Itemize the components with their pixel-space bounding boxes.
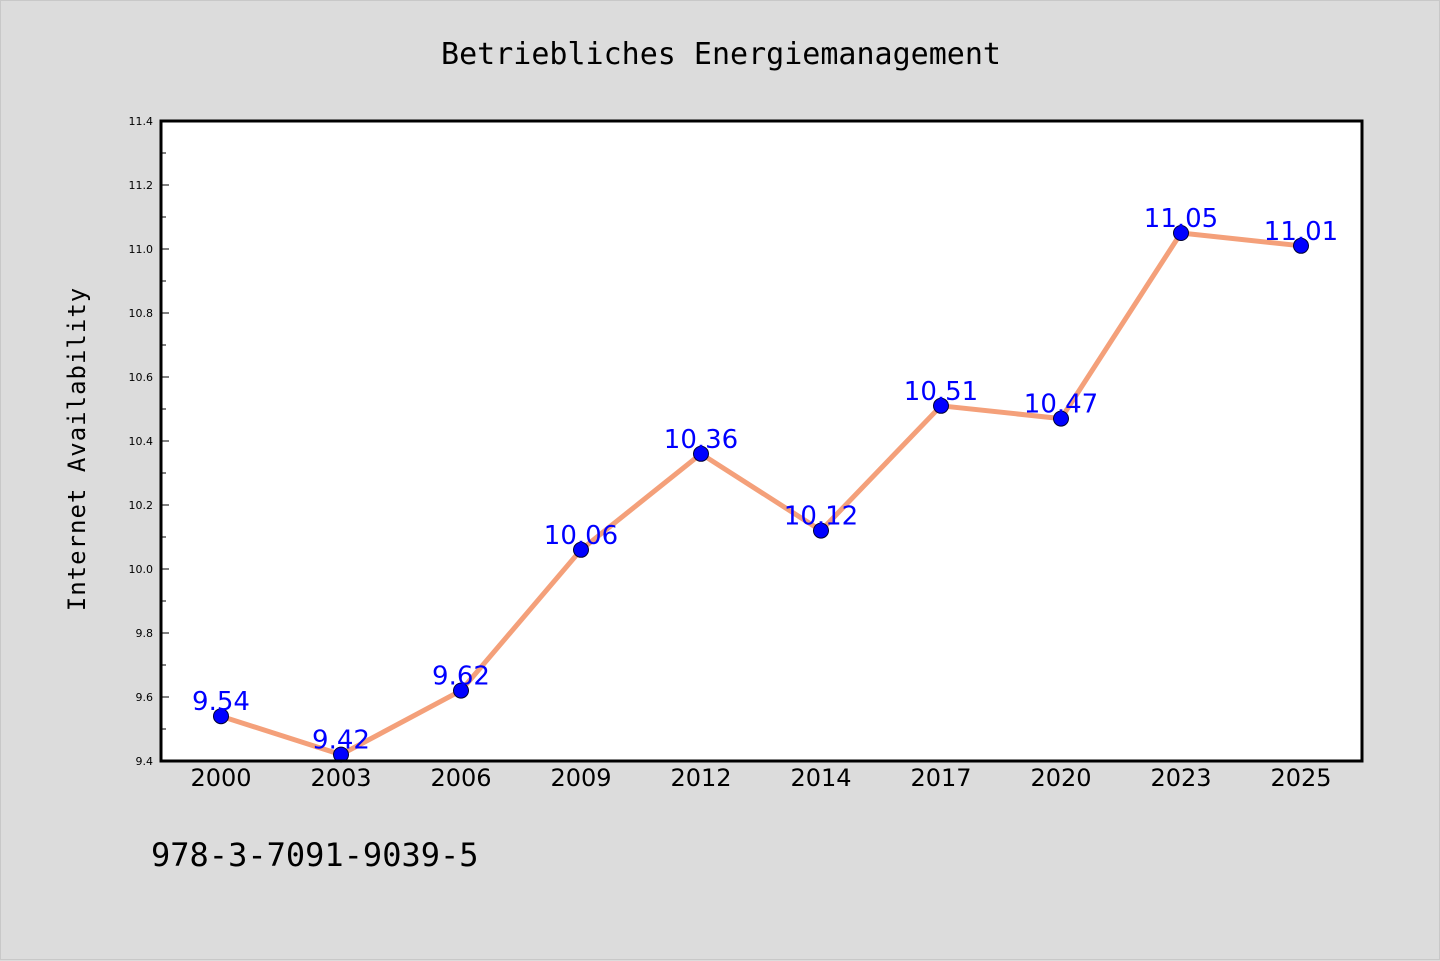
data-point-marker (693, 445, 709, 462)
data-label: 10.36 (664, 425, 738, 455)
data-label: 10.06 (544, 521, 618, 551)
footer-code: 978-3-7091-9039-5 (151, 836, 479, 874)
data-series (213, 225, 1309, 763)
x-tick-label: 2014 (790, 764, 851, 792)
plot-area (161, 121, 1362, 761)
data-label: 11.01 (1264, 217, 1338, 247)
x-tick-label: 2023 (1150, 764, 1211, 792)
data-point-marker (1053, 410, 1069, 427)
data-labels: 9.54 9.42 9.62 10.06 10.36 10.12 10.51 10.47 11.… (192, 204, 1338, 756)
data-point-marker (213, 708, 229, 725)
series-line (218, 230, 1304, 758)
y-tick-label: 9.6 (136, 691, 154, 704)
y-axis-ticks: 9.4 9.6 9.8 10.0 10.2 10.4 10.6 10.8 11.0 11.2 11.… (129, 115, 169, 768)
data-point-marker (933, 397, 949, 414)
x-tick-label: 2000 (190, 764, 251, 792)
y-tick-label: 11.4 (129, 115, 154, 128)
data-point-marker (1293, 237, 1309, 254)
y-tick-label: 9.4 (136, 755, 154, 768)
x-tick-label: 2012 (670, 764, 731, 792)
y-axis-label: Internet Availability (63, 287, 91, 611)
data-label: 10.51 (904, 377, 978, 407)
x-tick-label: 2006 (430, 764, 491, 792)
y-tick-label: 10.6 (129, 371, 154, 384)
y-tick-label: 10.0 (129, 563, 154, 576)
data-label: 11.05 (1144, 204, 1218, 234)
y-tick-label: 10.2 (129, 499, 154, 512)
x-tick-label: 2017 (910, 764, 971, 792)
data-point-marker (573, 541, 589, 558)
x-tick-label: 2020 (1030, 764, 1091, 792)
x-tick-label: 2025 (1270, 764, 1331, 792)
data-label: 9.62 (432, 662, 490, 692)
chart-title: Betriebliches Energiemanagement (441, 37, 1001, 72)
y-tick-label: 11.2 (129, 179, 154, 192)
x-tick-label: 2009 (550, 764, 611, 792)
y-tick-label: 9.8 (136, 627, 154, 640)
data-label: 10.47 (1024, 390, 1098, 420)
data-point-marker (1173, 225, 1189, 241)
y-tick-label: 10.4 (129, 435, 154, 448)
x-tick-label: 2003 (310, 764, 371, 792)
plot-frame (159, 119, 1364, 763)
data-label: 9.54 (192, 687, 250, 717)
y-tick-label: 11.0 (129, 243, 154, 256)
y-tick-label: 10.8 (129, 307, 154, 320)
data-label: 9.42 (312, 726, 370, 756)
data-point-marker (813, 522, 829, 539)
data-label: 10.12 (784, 502, 858, 532)
data-point-marker (453, 682, 469, 699)
x-axis-ticks: 2000 2003 2006 2009 2012 2014 2017 2020 2023 2025 (190, 764, 1331, 792)
